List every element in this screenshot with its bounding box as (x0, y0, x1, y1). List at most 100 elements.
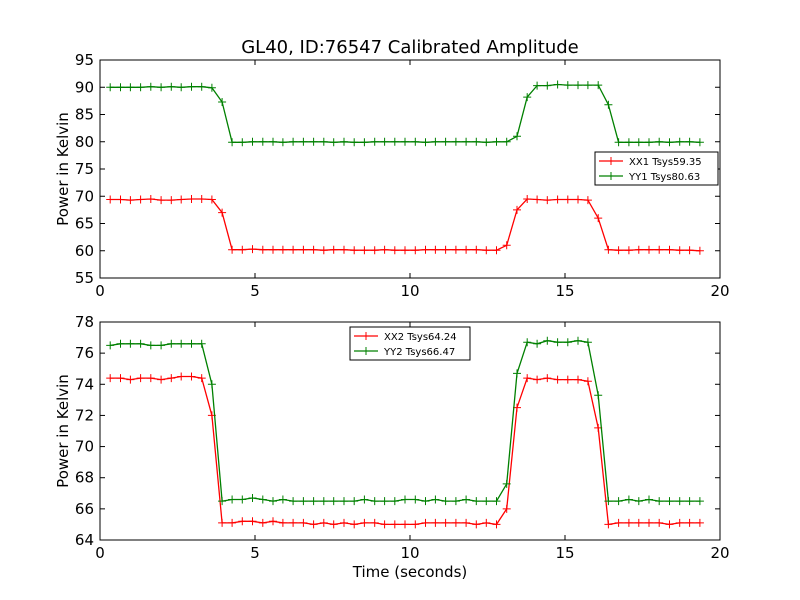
y-tick-label-top-7: 90 (75, 78, 94, 96)
data-point-bottom-0-55 (665, 520, 674, 529)
data-point-bottom-1-56 (675, 497, 684, 506)
data-point-bottom-1-42 (533, 339, 542, 348)
data-point-bottom-1-29 (401, 495, 409, 504)
data-point-bottom-1-28 (390, 497, 399, 506)
data-point-top-0-4 (146, 195, 155, 203)
data-point-bottom-1-18 (289, 497, 298, 506)
y-tick-label-bottom-6: 76 (75, 344, 94, 362)
data-point-bottom-0-49 (604, 520, 613, 529)
data-point-top-0-53 (645, 245, 653, 254)
data-point-bottom-1-54 (655, 497, 664, 506)
y-tick-label-top-3: 70 (75, 187, 94, 205)
data-point-bottom-0-25 (360, 518, 369, 527)
y-tick-label-top-4: 75 (75, 160, 94, 178)
y-tick-label-bottom-5: 74 (75, 375, 94, 393)
data-point-top-1-31 (421, 138, 430, 147)
data-point-top-0-10 (207, 195, 216, 204)
data-point-top-1-26 (370, 137, 379, 146)
data-point-bottom-0-50 (614, 518, 623, 527)
data-point-bottom-0-28 (390, 520, 399, 529)
data-point-top-1-52 (634, 138, 643, 147)
data-point-bottom-0-1 (116, 374, 125, 383)
data-point-top-0-27 (380, 245, 389, 254)
data-point-bottom-0-27 (380, 520, 389, 529)
data-point-bottom-0-21 (319, 518, 328, 527)
data-point-top-0-16 (269, 245, 277, 254)
data-point-top-1-57 (685, 137, 694, 146)
data-point-bottom-1-32 (431, 495, 440, 504)
data-point-top-1-13 (238, 138, 247, 147)
data-point-bottom-0-57 (685, 518, 694, 527)
data-point-bottom-1-23 (340, 497, 348, 506)
y-tick-label-bottom-4: 72 (75, 406, 94, 424)
y-axis-label-top: Power in Kelvin (54, 112, 72, 226)
data-point-top-0-34 (451, 245, 460, 254)
data-point-top-1-14 (248, 137, 257, 146)
data-point-bottom-1-5 (157, 341, 166, 350)
legend-label-top-0: XX1 Tsys59.35 (629, 157, 702, 168)
data-point-top-1-37 (482, 138, 491, 147)
data-point-top-0-0 (106, 195, 115, 204)
data-point-bottom-0-13 (238, 517, 247, 526)
data-point-bottom-0-53 (645, 518, 653, 527)
data-point-bottom-1-6 (167, 339, 176, 348)
legend-label-bottom-1: YY2 Tsys66.47 (383, 347, 455, 358)
data-point-top-0-38 (492, 246, 501, 255)
legend-box-bottom (349, 326, 471, 361)
data-point-top-0-52 (634, 245, 643, 254)
data-point-bottom-1-22 (329, 497, 338, 506)
data-point-top-0-50 (614, 246, 623, 255)
data-point-top-1-25 (360, 138, 369, 147)
data-point-bottom-1-43 (543, 336, 552, 345)
data-point-bottom-0-23 (340, 518, 348, 527)
data-point-top-1-27 (380, 137, 389, 146)
data-point-bottom-0-35 (462, 518, 471, 527)
data-point-top-0-49 (604, 245, 613, 254)
data-point-bottom-0-51 (624, 518, 633, 527)
data-point-top-1-44 (553, 80, 562, 89)
y-tick-label-top-2: 65 (75, 215, 94, 233)
data-point-bottom-1-19 (299, 497, 308, 506)
data-point-bottom-1-51 (624, 495, 633, 504)
data-point-top-0-33 (441, 245, 450, 254)
data-point-bottom-1-16 (269, 497, 277, 506)
data-point-bottom-0-29 (401, 520, 409, 529)
data-point-bottom-0-41 (523, 374, 532, 383)
data-point-top-0-1 (116, 195, 125, 204)
chart-title: GL40, ID:76547 Calibrated Amplitude (241, 37, 579, 58)
data-point-top-0-48 (594, 214, 603, 223)
data-point-bottom-1-12 (228, 495, 237, 504)
data-point-bottom-0-43 (543, 374, 552, 383)
x-tick-label-bottom-1: 5 (250, 544, 260, 562)
x-tick-label-bottom-4: 20 (710, 544, 729, 562)
data-point-bottom-0-18 (289, 518, 298, 527)
data-point-bottom-0-20 (309, 520, 318, 529)
data-point-bottom-1-58 (695, 497, 704, 506)
data-point-bottom-1-11 (218, 497, 227, 506)
data-point-top-1-18 (289, 137, 298, 146)
data-point-bottom-0-4 (146, 374, 155, 383)
y-tick-label-top-5: 80 (75, 133, 94, 151)
data-point-top-1-55 (665, 138, 674, 147)
legend-swatch-marker-top-1 (607, 172, 615, 180)
data-point-top-0-51 (624, 246, 633, 255)
legend-swatch-marker-top-0 (607, 157, 615, 165)
data-point-bottom-0-16 (269, 517, 277, 526)
data-point-top-0-47 (583, 196, 592, 205)
x-tick-label-top-2: 10 (400, 282, 419, 300)
data-point-bottom-0-33 (441, 518, 450, 527)
x-tick-label-top-0: 0 (95, 282, 105, 300)
data-point-top-0-11 (218, 208, 227, 217)
data-point-top-1-23 (340, 137, 348, 146)
y-tick-label-top-0: 55 (75, 269, 94, 287)
data-point-bottom-0-52 (634, 518, 643, 527)
y-axis-label-bottom: Power in Kelvin (54, 374, 72, 488)
data-point-bottom-0-46 (574, 375, 582, 384)
y-tick-label-top-6: 85 (75, 106, 94, 124)
data-point-bottom-0-2 (126, 375, 135, 384)
data-point-top-1-12 (228, 138, 237, 147)
data-point-bottom-1-44 (553, 338, 562, 347)
data-point-top-1-45 (563, 81, 572, 90)
data-point-top-0-54 (655, 245, 664, 254)
